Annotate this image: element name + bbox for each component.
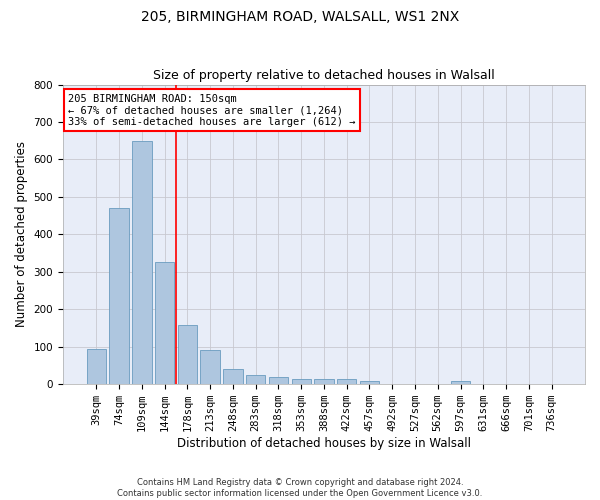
Bar [337, 379, 356, 384]
Text: 205 BIRMINGHAM ROAD: 150sqm
← 67% of detached houses are smaller (1,264)
33% of : 205 BIRMINGHAM ROAD: 150sqm ← 67% of det… [68, 94, 356, 126]
Bar [200, 350, 220, 384]
Bar [451, 381, 470, 384]
Bar [246, 375, 265, 384]
Bar [360, 381, 379, 384]
Bar [132, 142, 152, 384]
Text: Contains HM Land Registry data © Crown copyright and database right 2024.
Contai: Contains HM Land Registry data © Crown c… [118, 478, 482, 498]
Text: 205, BIRMINGHAM ROAD, WALSALL, WS1 2NX: 205, BIRMINGHAM ROAD, WALSALL, WS1 2NX [141, 10, 459, 24]
Y-axis label: Number of detached properties: Number of detached properties [15, 142, 28, 328]
Bar [314, 379, 334, 384]
X-axis label: Distribution of detached houses by size in Walsall: Distribution of detached houses by size … [177, 437, 471, 450]
Bar [178, 325, 197, 384]
Title: Size of property relative to detached houses in Walsall: Size of property relative to detached ho… [153, 69, 495, 82]
Bar [155, 262, 174, 384]
Bar [269, 378, 288, 384]
Bar [223, 369, 242, 384]
Bar [109, 208, 129, 384]
Bar [86, 349, 106, 384]
Bar [292, 378, 311, 384]
